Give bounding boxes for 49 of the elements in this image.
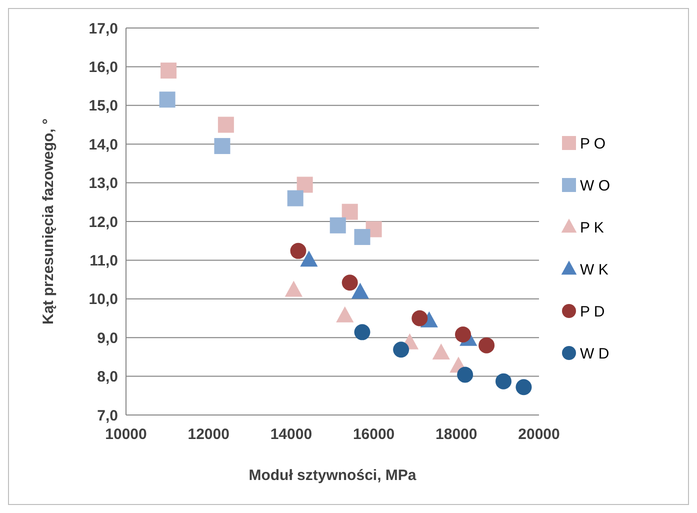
- legend-label: P D: [580, 303, 605, 320]
- y-tick-label: 11,0: [90, 252, 118, 270]
- y-tick-label: 14,0: [88, 136, 118, 154]
- point: [432, 343, 450, 360]
- x-tick-label: 18000: [436, 426, 478, 443]
- point: [160, 62, 177, 79]
- y-tick-label: 13,0: [88, 175, 118, 192]
- x-axis-title: Moduł sztywności, MPa: [248, 467, 417, 484]
- point: [354, 324, 370, 340]
- x-tick-label: 12000: [188, 426, 230, 443]
- point: [284, 280, 302, 297]
- x-tick-label: 16000: [352, 426, 395, 443]
- legend-label: W O: [580, 177, 610, 194]
- point: [342, 204, 358, 220]
- point: [336, 306, 354, 322]
- point: [516, 379, 532, 396]
- x-tick-label: 10000: [105, 426, 147, 443]
- point: [457, 366, 474, 383]
- y-tick-label: 12,0: [88, 214, 118, 231]
- point: [296, 176, 313, 193]
- legend-label: P O: [580, 135, 606, 152]
- point: [214, 138, 230, 154]
- y-axis-title: Kąt przesunięcia fazowego, °: [40, 118, 57, 325]
- legend-label: W D: [580, 345, 610, 362]
- point: [290, 242, 306, 259]
- point: [287, 190, 304, 206]
- point: [300, 250, 318, 267]
- point: [354, 228, 370, 245]
- x-tick-label: 20000: [518, 426, 560, 443]
- point: [393, 342, 410, 358]
- x-tick-label: 14000: [270, 426, 312, 443]
- point: [455, 326, 472, 343]
- y-tick-label: 8,0: [97, 368, 118, 386]
- legend-label: P K: [580, 219, 604, 236]
- point: [495, 373, 512, 390]
- point: [478, 337, 495, 354]
- point: [330, 217, 346, 234]
- y-tick-label: 9,0: [97, 330, 118, 347]
- y-tick-label: 7,0: [97, 407, 118, 424]
- point: [159, 92, 176, 108]
- point: [351, 282, 369, 299]
- legend-label: W K: [580, 261, 608, 278]
- point: [412, 310, 428, 326]
- point: [218, 116, 234, 133]
- point: [342, 274, 358, 291]
- y-tick-label: 10,0: [88, 291, 118, 308]
- y-tick-label: 15,0: [88, 98, 118, 115]
- y-tick-label: 16,0: [88, 58, 118, 76]
- y-tick-label: 17,0: [88, 20, 118, 38]
